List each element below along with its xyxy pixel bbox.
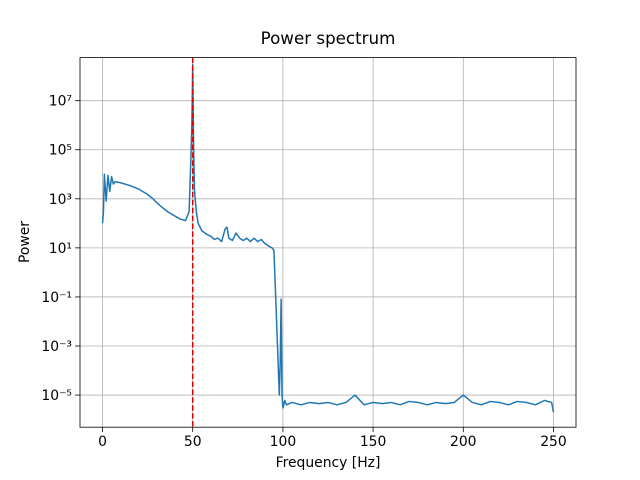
axes-frame bbox=[79, 57, 577, 428]
x-tick-label: 50 bbox=[184, 434, 202, 450]
x-tick-label: 150 bbox=[360, 434, 387, 450]
x-tick-label: 250 bbox=[540, 434, 567, 450]
spectrum-line bbox=[101, 63, 555, 413]
y-axis-label: Power bbox=[17, 221, 33, 263]
y-tick-label: 10⁷ bbox=[49, 94, 72, 110]
x-tick-label: 200 bbox=[450, 434, 477, 450]
x-tick-label: 100 bbox=[270, 434, 297, 450]
y-tick-label: 10³ bbox=[49, 192, 72, 208]
y-tick-label: 10⁻¹ bbox=[41, 290, 72, 306]
y-tick-label: 10⁵ bbox=[49, 143, 72, 159]
chart-title: Power spectrum bbox=[261, 28, 396, 48]
y-tick-label: 10⁻⁵ bbox=[41, 388, 72, 404]
y-tick-label: 10⁻³ bbox=[41, 339, 72, 355]
x-axis-label: Frequency [Hz] bbox=[276, 455, 381, 471]
y-tick-label: 10¹ bbox=[49, 241, 72, 257]
x-tick-label: 0 bbox=[98, 434, 107, 450]
